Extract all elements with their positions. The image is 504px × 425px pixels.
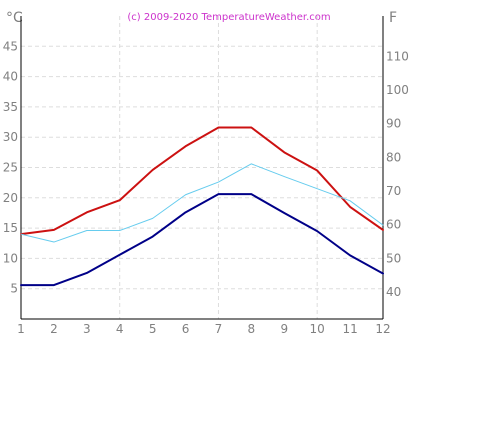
x-tick-label: 10 <box>310 322 325 336</box>
y-tick-label: 20 <box>3 191 18 205</box>
x-tick-label: 6 <box>182 322 190 336</box>
x-tick-label: 12 <box>375 322 390 336</box>
right-tick-label: 50 <box>386 251 401 265</box>
x-tick-label: 4 <box>116 322 124 336</box>
right-tick-label: 40 <box>386 285 401 299</box>
right-tick-label: 70 <box>386 184 401 198</box>
x-tick-label: 2 <box>50 322 58 336</box>
x-tick-label: 9 <box>280 322 288 336</box>
right-axis-unit: F <box>389 10 397 26</box>
y-tick-label: 25 <box>3 161 18 175</box>
right-tick-label: 90 <box>386 117 401 131</box>
y-tick-label: 35 <box>3 100 18 114</box>
x-tick-label: 3 <box>83 322 91 336</box>
axes <box>20 16 384 320</box>
chart-copyright: (c) 2009-2020 TemperatureWeather.com <box>127 12 330 23</box>
right-tick-label: 100 <box>386 83 409 97</box>
y-tick-label: 40 <box>3 70 18 84</box>
y-tick-label: 10 <box>3 251 18 265</box>
grid <box>21 16 383 319</box>
y-tick-label: 45 <box>3 39 18 53</box>
y-tick-label: 5 <box>10 282 18 296</box>
y-tick-label: 30 <box>3 130 18 144</box>
x-tick-label: 8 <box>248 322 256 336</box>
left-axis-unit: °C <box>6 10 23 26</box>
right-tick-label: 110 <box>386 49 409 63</box>
series-lines <box>20 126 384 287</box>
x-tick-label: 1 <box>17 322 25 336</box>
right-tick-label: 80 <box>386 150 401 164</box>
right-tick-label: 60 <box>386 218 401 232</box>
x-tick-label: 11 <box>342 322 357 336</box>
series-line-1 <box>20 126 384 236</box>
series-line-3 <box>20 193 384 287</box>
series-line-2 <box>20 163 384 243</box>
x-tick-label: 5 <box>149 322 157 336</box>
y-tick-label: 15 <box>3 221 18 235</box>
x-tick-label: 7 <box>215 322 223 336</box>
